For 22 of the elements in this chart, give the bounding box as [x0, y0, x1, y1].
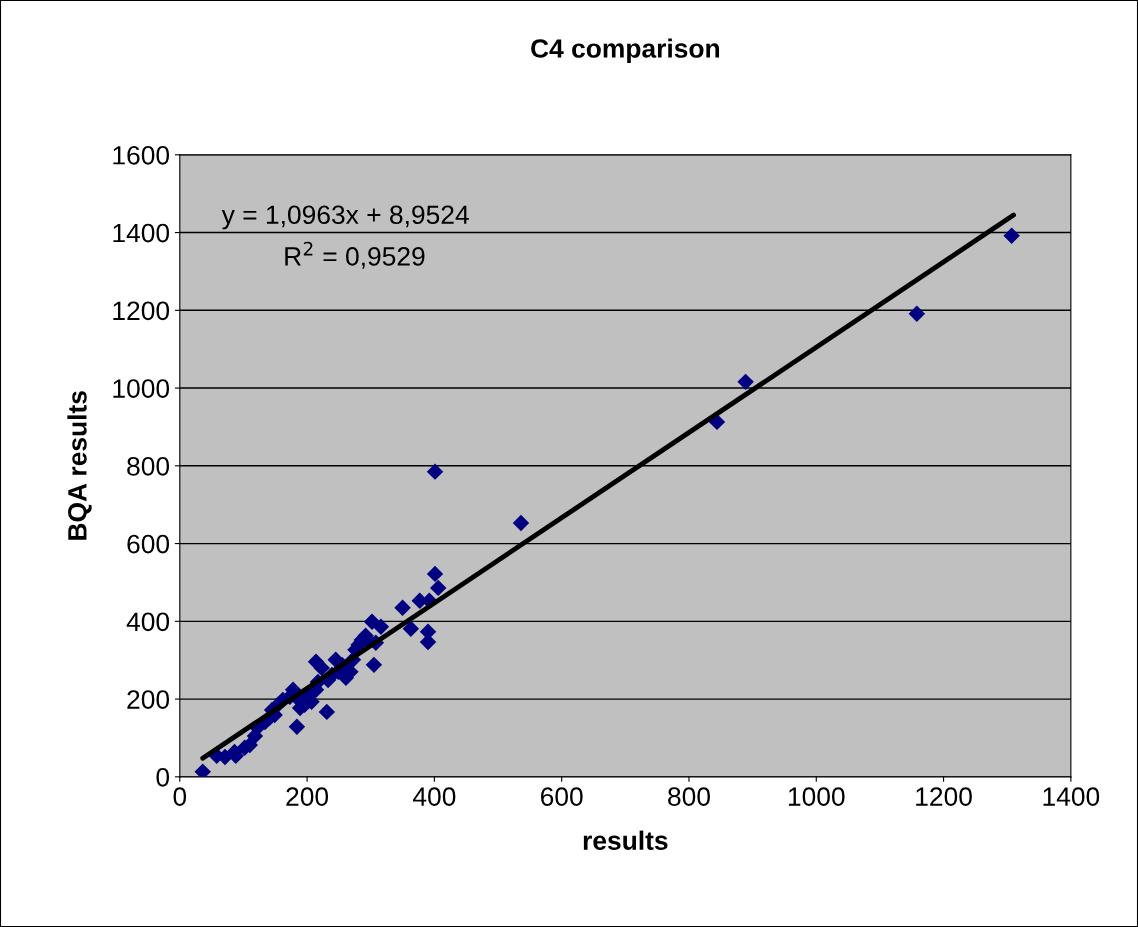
- x-tick-label: 200: [286, 787, 329, 806]
- y-axis-title: BQA results: [67, 391, 92, 540]
- y-tick-label: 1200: [113, 301, 170, 321]
- x-tick-label: 0: [173, 787, 187, 806]
- y-tick-label: 0: [156, 767, 170, 787]
- x-tick-label: 1200: [916, 787, 972, 806]
- x-tick-label: 800: [668, 787, 710, 806]
- y-tick-label: 200: [127, 690, 170, 709]
- y-tick-label: 400: [126, 612, 170, 632]
- x-tick-label: 1400: [1043, 787, 1100, 806]
- x-tick-label: 1000: [788, 787, 845, 806]
- x-tick-label: 600: [541, 787, 583, 806]
- annotation: R$^{2}$ = 0,9529: [285, 241, 425, 269]
- y-tick-label: 1000: [113, 379, 170, 398]
- y-tick-label: 1600: [113, 145, 170, 165]
- x-axis-title: results: [583, 830, 668, 850]
- y-tick-label: 1400: [113, 223, 170, 243]
- y-tick-label: 800: [127, 456, 170, 476]
- annotation: y = 1,0963x + 8,9524: [221, 205, 469, 230]
- chart-title: C4 comparison: [531, 38, 720, 64]
- y-tick-label: 600: [127, 534, 170, 554]
- x-tick-label: 400: [412, 787, 456, 806]
